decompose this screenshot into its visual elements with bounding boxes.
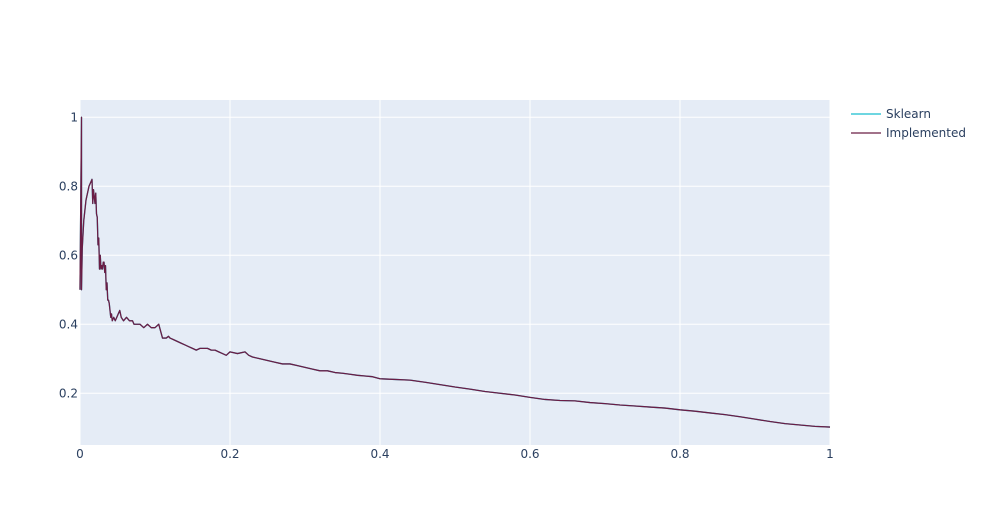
series-line-implemented — [79, 116, 831, 428]
y-tick-label: 0.8 — [59, 179, 78, 193]
x-tick-label: 1 — [826, 447, 834, 461]
x-tick-label: 0.8 — [670, 447, 689, 461]
legend-item-implemented[interactable]: Implemented — [851, 126, 966, 140]
y-tick-label: 0.2 — [59, 386, 78, 400]
legend-label: Implemented — [886, 126, 966, 140]
x-tick-label: 0.6 — [520, 447, 539, 461]
x-tick-label: 0.4 — [370, 447, 389, 461]
y-tick-label: 0.6 — [59, 248, 78, 262]
x-tick-label: 0 — [76, 447, 84, 461]
legend-label: Sklearn — [886, 107, 931, 121]
x-axis-ticks: 0 0.2 0.4 0.6 0.8 1 — [76, 447, 834, 461]
y-tick-label: 1 — [70, 110, 78, 124]
y-tick-label: 0.4 — [59, 317, 78, 331]
x-tick-label: 0.2 — [220, 447, 239, 461]
series-layer — [79, 116, 831, 428]
grid-lines — [79, 100, 831, 445]
legend-item-sklearn[interactable]: Sklearn — [851, 107, 931, 121]
legend[interactable]: Sklearn Implemented — [851, 107, 966, 140]
y-axis-ticks: 0.2 0.4 0.6 0.8 1 — [59, 110, 78, 400]
